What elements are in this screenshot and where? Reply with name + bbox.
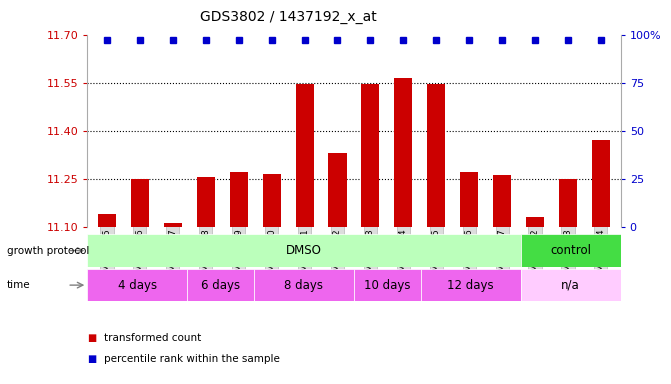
Text: control: control (550, 244, 591, 257)
Bar (493, 175, 511, 227)
Bar (395, 78, 413, 227)
Bar (427, 84, 446, 227)
Bar (87, 234, 521, 267)
Bar (87, 269, 187, 301)
Text: 10 days: 10 days (364, 279, 411, 291)
Text: transformed count: transformed count (104, 333, 201, 343)
Bar (164, 223, 182, 227)
Text: ■: ■ (87, 333, 97, 343)
Bar (295, 84, 313, 227)
Text: n/a: n/a (561, 279, 580, 291)
Bar (526, 217, 544, 227)
Bar (262, 174, 280, 227)
Bar (197, 177, 215, 227)
Text: DMSO: DMSO (286, 244, 322, 257)
Bar (521, 234, 621, 267)
Text: 8 days: 8 days (285, 279, 323, 291)
Bar (131, 179, 149, 227)
Bar (98, 214, 116, 227)
Bar (328, 153, 346, 227)
Bar (362, 84, 380, 227)
Text: percentile rank within the sample: percentile rank within the sample (104, 354, 280, 364)
Text: time: time (7, 280, 30, 290)
Bar (229, 172, 248, 227)
Text: ■: ■ (87, 354, 97, 364)
Text: 12 days: 12 days (448, 279, 494, 291)
Bar (354, 269, 421, 301)
Bar (187, 269, 254, 301)
Bar (460, 172, 478, 227)
Text: GDS3802 / 1437192_x_at: GDS3802 / 1437192_x_at (200, 10, 377, 23)
Text: 4 days: 4 days (117, 279, 157, 291)
Bar (254, 269, 354, 301)
Text: growth protocol: growth protocol (7, 245, 89, 256)
Bar (559, 179, 577, 227)
Bar (421, 269, 521, 301)
Text: 6 days: 6 days (201, 279, 240, 291)
Bar (592, 140, 610, 227)
Bar (521, 269, 621, 301)
